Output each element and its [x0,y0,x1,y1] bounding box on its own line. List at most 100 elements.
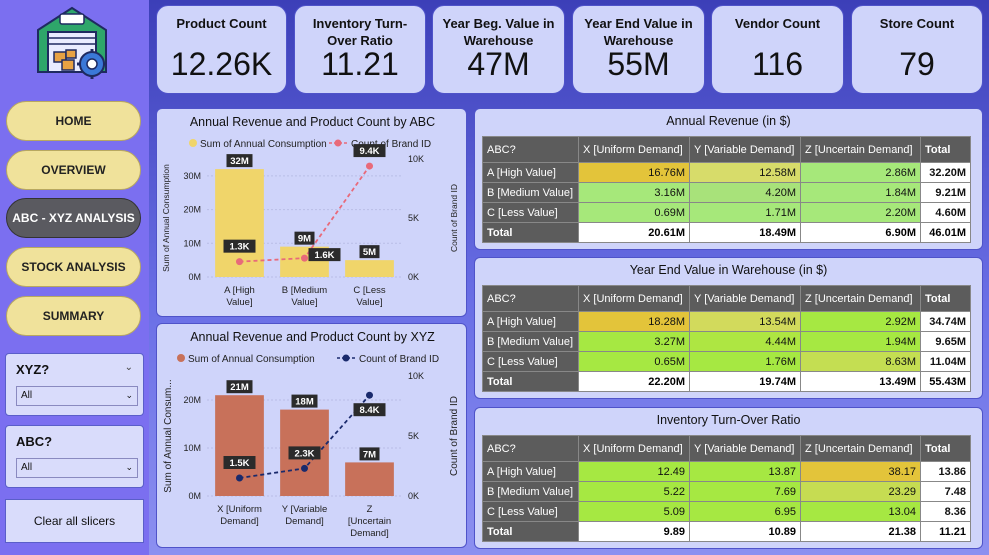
y2-axis-title: Count of Brand ID [449,184,459,252]
matrix-header-cell[interactable]: Total [920,285,971,312]
matrix-cell[interactable]: 0.65M [578,351,690,372]
matrix-row-label[interactable]: C [Less Value] [482,351,579,372]
y2-tick-label: 10K [408,371,424,381]
chart-title: Annual Revenue and Product Count by XYZ [190,330,435,344]
matrix-row: A [High Value] 16.76M 12.58M 2.86M 32.20M [482,162,971,183]
y-tick-label: 20M [183,205,201,215]
matrix-row-label[interactable]: B [Medium Value] [482,182,579,203]
matrix-cell[interactable]: 5.22 [578,481,690,502]
matrix-header-cell[interactable]: X [Uniform Demand] [578,435,690,462]
matrix-cell[interactable]: 1.71M [689,202,801,223]
matrix-cell[interactable]: 4.20M [689,182,801,203]
matrix-cell[interactable]: 12.49 [578,461,690,482]
matrix-cell[interactable]: 12.58M [689,162,801,183]
matrix-cell[interactable]: 6.95 [689,501,801,522]
line-point [301,464,308,472]
matrix-header-cell[interactable]: Z [Uncertain Demand] [800,136,921,163]
clear-slicers-button[interactable]: Clear all slicers [5,499,144,543]
matrix-cell[interactable]: 8.63M [800,351,921,372]
matrix-row-label[interactable]: A [High Value] [482,461,579,482]
matrix-header-cell[interactable]: ABC? [482,285,579,312]
matrix-cell[interactable]: 5.09 [578,501,690,522]
line-point [236,258,243,266]
legend-bar-label: Sum of Annual Consumption [188,354,315,365]
xyz-chart-panel: Annual Revenue and Product Count by XYZ S… [156,323,467,548]
y-tick-label: 30M [183,171,201,181]
matrix-cell[interactable]: 3.27M [578,331,690,352]
matrix-cell[interactable]: 1.76M [689,351,801,372]
matrix-cell[interactable]: 2.86M [800,162,921,183]
xyz-slicer-title: XYZ? [16,362,50,377]
matrix-cell[interactable]: 2.20M [800,202,921,223]
matrix-cell[interactable]: 7.69 [689,481,801,502]
matrix-total-cell: 10.89 [689,521,801,542]
matrix-header-cell[interactable]: X [Uniform Demand] [578,285,690,312]
y2-tick-label: 0K [408,272,419,282]
matrix-row-label[interactable]: A [High Value] [482,162,579,183]
matrix-cell[interactable]: 18.28M [578,311,690,332]
matrix-header-cell[interactable]: Z [Uncertain Demand] [800,285,921,312]
matrix-cell[interactable]: 13.04 [800,501,921,522]
annual-revenue-matrix-panel: Annual Revenue (in $) ABC? X [Uniform Dem… [474,108,983,250]
chevron-down-icon[interactable]: ⌄ [124,362,133,373]
matrix-row-total: 7.48 [920,481,971,502]
matrix-cell[interactable]: 1.94M [800,331,921,352]
matrix-cell[interactable]: 1.84M [800,182,921,203]
line-data-label: 9.4K [359,146,379,157]
abc-slicer-dropdown[interactable]: All ⌄ [16,458,138,478]
matrix-title: Inventory Turn-Over Ratio [656,413,801,427]
line-data-label: 1.6K [314,250,334,261]
matrix-cell[interactable]: 38.17 [800,461,921,482]
nav-stock-analysis-button[interactable]: STOCK ANALYSIS [6,247,141,287]
x-tick-label: X [Uniform [217,504,262,515]
kpi-value: 11.21 [321,46,399,82]
kpi-vendor-count: Vendor Count 116 [711,5,844,94]
bar-data-label: 21M [230,382,249,393]
matrix-cell[interactable]: 3.16M [578,182,690,203]
matrix-row-label[interactable]: C [Less Value] [482,501,579,522]
matrix-header-cell[interactable]: Total [920,136,971,163]
x-tick-label: Value] [291,297,317,308]
warehouse-gear-icon [37,6,107,79]
chevron-down-icon: ⌄ [125,462,133,472]
matrix-row-total: 11.04M [920,351,971,372]
abc-chart-panel: Annual Revenue and Product Count by ABC S… [156,108,467,317]
xyz-slicer-dropdown[interactable]: All ⌄ [16,386,138,406]
y-axis-title: Sum of Annual Consumption [161,164,171,272]
matrix-cell[interactable]: 23.29 [800,481,921,502]
line-point [236,474,243,482]
bar-data-label-bg [226,380,253,394]
annual-revenue-matrix: ABC? X [Uniform Demand] Y [Variable Demand… [482,136,971,243]
matrix-row-label[interactable]: C [Less Value] [482,202,579,223]
matrix-cell[interactable]: 0.69M [578,202,690,223]
matrix-total-cell: 55.43M [920,371,971,392]
matrix-header-cell[interactable]: Y [Variable Demand] [689,136,801,163]
matrix-cell[interactable]: 2.92M [800,311,921,332]
matrix-row-label[interactable]: B [Medium Value] [482,331,579,352]
x-tick-label: B [Medium [282,285,327,296]
bar-data-label-bg [359,447,380,461]
matrix-header-cell[interactable]: Y [Variable Demand] [689,285,801,312]
matrix-total-cell: 46.01M [920,222,971,243]
matrix-header-cell[interactable]: X [Uniform Demand] [578,136,690,163]
kpi-title: Inventory Turn-Over Ratio [312,16,408,48]
matrix-cell[interactable]: 13.54M [689,311,801,332]
matrix-row-label[interactable]: A [High Value] [482,311,579,332]
nav-abc-xyz-button[interactable]: ABC - XYZ ANALYSIS [6,198,141,238]
kpi-title: Year Beg. Value in Warehouse [442,16,555,48]
matrix-header-cell[interactable]: Z [Uncertain Demand] [800,435,921,462]
matrix-header-cell[interactable]: Total [920,435,971,462]
matrix-header-cell[interactable]: ABC? [482,136,579,163]
matrix-total-cell: 20.61M [578,222,690,243]
nav-summary-button[interactable]: SUMMARY [6,296,141,336]
matrix-total-cell: 6.90M [800,222,921,243]
matrix-cell[interactable]: 16.76M [578,162,690,183]
matrix-header-cell[interactable]: ABC? [482,435,579,462]
matrix-cell[interactable]: 13.87 [689,461,801,482]
nav-home-button[interactable]: HOME [6,101,141,141]
matrix-row-label[interactable]: B [Medium Value] [482,481,579,502]
nav-overview-button[interactable]: OVERVIEW [6,150,141,190]
matrix-header-cell[interactable]: Y [Variable Demand] [689,435,801,462]
matrix-cell[interactable]: 4.44M [689,331,801,352]
y2-tick-label: 5K [408,213,419,223]
